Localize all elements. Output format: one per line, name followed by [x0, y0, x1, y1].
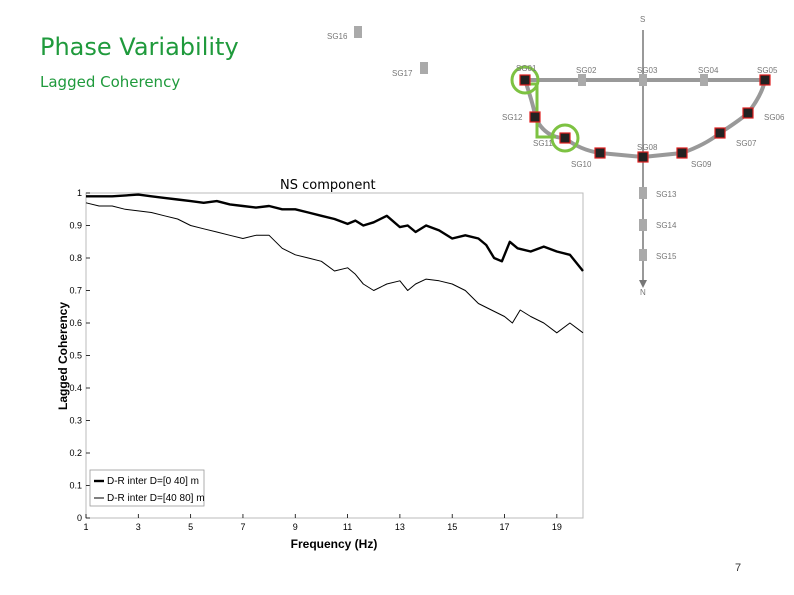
y-tick-label: 0.5	[69, 351, 82, 361]
station-label: SG17	[392, 69, 413, 78]
station-sg10: SG10	[571, 147, 606, 169]
south-label: S	[640, 15, 645, 24]
chart-legend: D-R inter D=[0 40] m D-R inter D=[40 80]…	[89, 469, 205, 507]
station-sg08: SG08	[637, 143, 658, 163]
highlight-circle-icon	[550, 123, 580, 153]
y-tick-label: 0.3	[69, 416, 82, 426]
north-label: N	[640, 288, 646, 297]
station-label: SG10	[571, 160, 592, 169]
x-tick-label: 9	[293, 522, 298, 532]
station-label: SG06	[764, 113, 785, 122]
x-tick-label: 11	[343, 522, 352, 532]
series-line-0	[86, 193, 584, 272]
station-sg14: SG14	[639, 219, 677, 231]
legend-box	[89, 469, 205, 507]
legend-entry-1: D-R inter D=[40 80] m	[107, 493, 205, 504]
y-tick-label: 0.7	[69, 286, 82, 296]
north-arrow-icon	[639, 280, 647, 288]
x-tick-label: 19	[552, 522, 562, 532]
chart-component-label: NS component	[280, 178, 376, 193]
station-label: SG07	[736, 139, 757, 148]
x-tick-label: 5	[188, 522, 193, 532]
station-sg05: SG05	[757, 66, 778, 86]
station-marker-icon	[759, 74, 771, 86]
highlight-circle-icon	[510, 65, 540, 95]
y-tick-label: 1	[77, 188, 82, 198]
station-marker-icon	[639, 219, 647, 231]
station-marker-icon	[714, 127, 726, 139]
station-sg11: SG11	[533, 123, 580, 153]
station-marker-icon	[676, 147, 688, 159]
x-axis-title: Frequency (Hz)	[291, 537, 378, 551]
station-marker-icon	[639, 249, 647, 261]
station-marker-icon	[354, 26, 362, 38]
y-tick-label: 0.2	[69, 448, 82, 458]
legend-entry-0: D-R inter D=[0 40] m	[107, 476, 199, 487]
station-sg16: SG16	[327, 26, 362, 41]
y-tick-label: 0.1	[69, 481, 82, 491]
x-tick-label: 7	[240, 522, 245, 532]
station-sg13: SG13	[639, 187, 677, 199]
station-label: SG01	[516, 64, 537, 73]
station-sg17: SG17	[392, 62, 428, 78]
x-tick-label: 13	[395, 522, 405, 532]
station-label: SG15	[656, 252, 677, 261]
station-label: SG05	[757, 66, 778, 75]
slide-title: Phase Variability	[40, 33, 239, 61]
station-sg15: SG15	[639, 249, 677, 261]
station-marker-icon	[529, 111, 541, 123]
station-marker-icon	[420, 62, 428, 74]
station-sg12: SG12	[502, 111, 541, 123]
station-sg03: SG03	[637, 66, 658, 86]
series-lines	[85, 193, 584, 334]
station-label: SG11	[533, 139, 553, 148]
station-marker-icon	[559, 132, 571, 144]
y-axis-title: Lagged Coherency	[56, 302, 70, 410]
station-sg01: SG01	[510, 64, 540, 95]
station-marker-icon	[639, 74, 647, 86]
axis-ticks: 1 3 5 7 9 11 13 15 17 1900.10.20.30.40.50.60.70.8…	[69, 188, 561, 532]
station-label: SG14	[656, 221, 677, 230]
station-marker-icon	[594, 147, 606, 159]
station-sg07: SG07	[714, 127, 757, 148]
station-sg06: SG06	[742, 107, 785, 122]
x-tick-label: 17	[500, 522, 510, 532]
station-sg04: SG04	[698, 66, 719, 86]
y-tick-label: 0	[77, 513, 82, 523]
station-label: SG16	[327, 32, 348, 41]
station-marker-icon	[578, 74, 586, 86]
x-tick-label: 3	[136, 522, 141, 532]
y-tick-label: 0.6	[69, 318, 82, 328]
station-label: SG08	[637, 143, 658, 152]
station-label: SG12	[502, 113, 523, 122]
station-label: SG09	[691, 160, 712, 169]
station-marker-icon	[519, 74, 531, 86]
page-number: 7	[735, 562, 742, 574]
station-sg02: SG02	[576, 66, 597, 86]
slide-subtitle: Lagged Coherency	[40, 73, 181, 91]
x-tick-label: 1	[83, 522, 88, 532]
plot-area-frame	[85, 192, 584, 519]
x-tick-label: 15	[447, 522, 457, 532]
y-tick-label: 0.4	[69, 383, 82, 393]
station-marker-icon	[637, 151, 649, 163]
station-marker-icon	[742, 107, 754, 119]
station-label: SG04	[698, 66, 719, 75]
y-tick-label: 0.8	[69, 253, 82, 263]
station-label: SG03	[637, 66, 658, 75]
series-line-1	[85, 202, 584, 334]
station-marker-icon	[700, 74, 708, 86]
station-marker-icon	[639, 187, 647, 199]
station-label: SG13	[656, 190, 677, 199]
highlight-connector	[529, 82, 556, 139]
y-tick-label: 0.9	[69, 221, 82, 231]
stations-group: SG16 SG17 SG01 SG02 SG03 SG04 SG05 SG12 SG06 SG11…	[327, 26, 785, 261]
station-label: SG02	[576, 66, 597, 75]
station-sg09: SG09	[676, 147, 712, 169]
